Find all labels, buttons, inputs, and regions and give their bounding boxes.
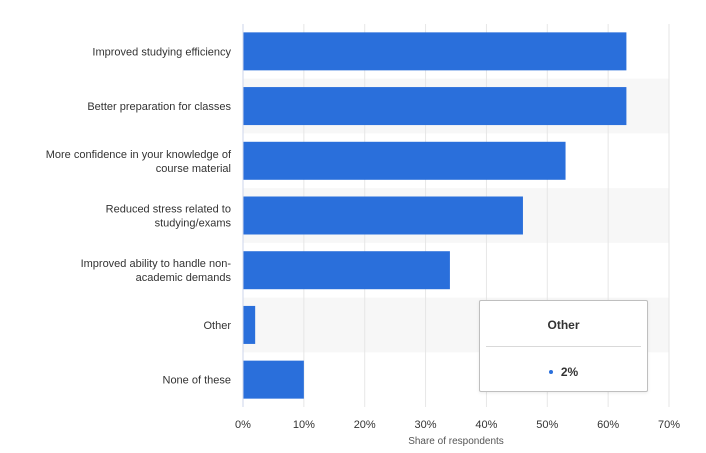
category-label: course material [156,163,231,175]
category-label: Other [203,320,231,332]
bar[interactable] [243,305,256,344]
category-label: None of these [163,375,232,387]
x-tick-label: 20% [354,419,376,431]
tooltip-divider [486,346,641,347]
tooltip: Other 2% [479,300,648,392]
tooltip-row: 2% [480,365,647,379]
tooltip-value: 2% [560,365,579,379]
x-axis-title: Share of respondents [408,436,504,447]
series-dot-icon [548,369,553,374]
x-tick-label: 30% [415,419,437,431]
x-tick-labels: 0% 10% 20% 30% 40% 50% 60% 70% [235,419,680,431]
category-label: Better preparation for classes [87,101,231,113]
bar[interactable] [243,87,627,126]
x-tick-label: 40% [475,419,497,431]
bar[interactable] [243,32,627,71]
category-label: Improved ability to handle non- [81,258,232,270]
category-label: More confidence in your knowledge of [46,149,232,161]
category-labels: Improved studying efficiency Better prepa… [46,46,232,386]
bar[interactable] [243,196,523,235]
x-tick-label: 50% [536,419,558,431]
bar[interactable] [243,141,566,180]
category-label: Improved studying efficiency [92,46,231,58]
x-tick-label: 0% [235,419,251,431]
x-tick-label: 70% [658,419,680,431]
category-label: studying/exams [155,218,232,230]
bar[interactable] [243,360,304,399]
category-label: academic demands [136,272,232,284]
tooltip-title: Other [547,318,580,332]
x-tick-label: 10% [293,419,315,431]
x-tick-label: 60% [597,419,619,431]
category-label: Reduced stress related to [106,204,231,216]
bar[interactable] [243,251,450,290]
bars [243,32,627,399]
